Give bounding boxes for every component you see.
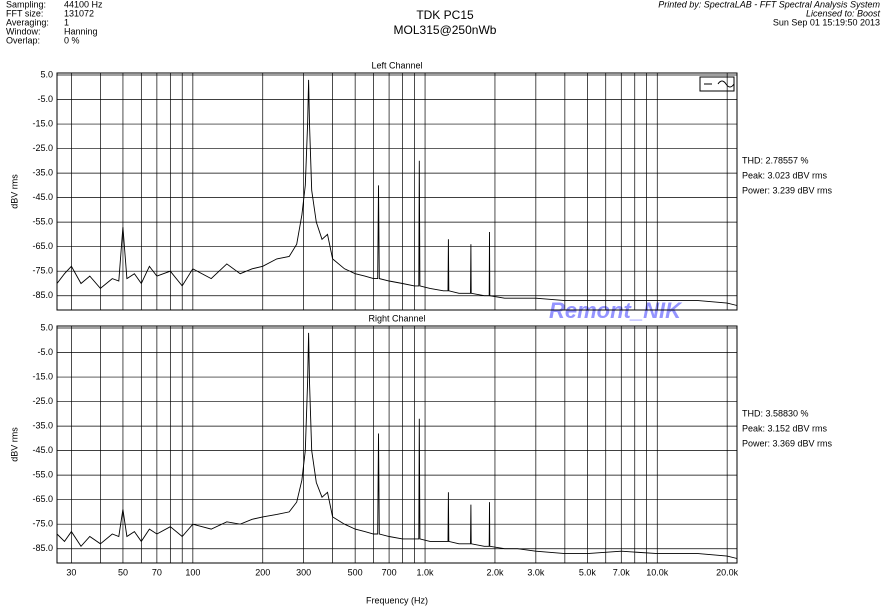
y-tick-label: -65.0 [32, 494, 53, 504]
title: TDK PC15 [416, 8, 474, 22]
x-tick-label: 5.0k [579, 567, 597, 577]
y-axis-label: dBV rms [9, 174, 19, 209]
y-tick-label: -35.0 [32, 167, 53, 177]
y-tick-label: -45.0 [32, 445, 53, 455]
y-tick-label: -75.0 [32, 519, 53, 529]
y-tick-label: -5.0 [37, 94, 53, 104]
setting-value: 1 [64, 17, 69, 27]
y-tick-label: -15.0 [32, 371, 53, 381]
y-axis-label: dBV rms [9, 427, 19, 462]
x-axis-label: Frequency (Hz) [366, 595, 428, 605]
setting-value: 44100 Hz [64, 0, 103, 9]
channel-title: Right Channel [368, 313, 425, 323]
x-tick-label: 20.0k [716, 567, 739, 577]
measurement: Peak: 3.152 dBV rms [742, 423, 828, 433]
x-tick-label: 2.0k [486, 567, 504, 577]
x-tick-label: 500 [348, 567, 363, 577]
x-tick-label: 30 [66, 567, 76, 577]
spectrum-line [56, 332, 738, 559]
x-tick-label: 300 [296, 567, 311, 577]
y-tick-label: -85.0 [32, 290, 53, 300]
x-tick-label: 7.0k [613, 567, 631, 577]
y-tick-label: -55.0 [32, 470, 53, 480]
x-tick-label: 3.0k [527, 567, 545, 577]
measurement: Peak: 3.023 dBV rms [742, 170, 828, 180]
setting-value: 0 % [64, 35, 80, 45]
y-tick-label: -25.0 [32, 143, 53, 153]
plot-frame [56, 72, 738, 311]
y-tick-label: -85.0 [32, 543, 53, 553]
measurement: THD: 2.78557 % [742, 155, 809, 165]
licensed-to: Licensed to: Boost [806, 8, 881, 18]
y-tick-label: -35.0 [32, 420, 53, 430]
y-tick-label: -25.0 [32, 396, 53, 406]
y-tick-label: -45.0 [32, 192, 53, 202]
setting-label: Window: [6, 26, 41, 36]
x-tick-label: 10.0k [646, 567, 669, 577]
measurement: Power: 3.239 dBV rms [742, 185, 833, 195]
setting-label: Overlap: [6, 35, 40, 45]
y-tick-label: -75.0 [32, 266, 53, 276]
x-tick-label: 70 [152, 567, 162, 577]
measurement: THD: 3.58830 % [742, 408, 809, 418]
y-tick-label: 5.0 [40, 322, 53, 332]
subtitle: MOL315@250nWb [394, 23, 497, 37]
date: Sun Sep 01 15:19:50 2013 [773, 17, 880, 27]
plot-icon [699, 76, 735, 92]
setting-label: Sampling: [6, 0, 46, 9]
setting-value: Hanning [64, 26, 98, 36]
setting-label: FFT size: [6, 8, 43, 18]
x-tick-label: 1.0k [417, 567, 435, 577]
x-tick-label: 100 [185, 567, 200, 577]
x-tick-label: 200 [255, 567, 270, 577]
y-tick-label: -15.0 [32, 118, 53, 128]
setting-label: Averaging: [6, 17, 49, 27]
y-tick-label: 5.0 [40, 69, 53, 79]
y-tick-label: -55.0 [32, 217, 53, 227]
setting-value: 131072 [64, 8, 94, 18]
x-tick-label: 700 [382, 567, 397, 577]
channel-title: Left Channel [371, 60, 422, 70]
x-tick-label: 50 [118, 567, 128, 577]
y-tick-label: -5.0 [37, 347, 53, 357]
measurement: Power: 3.369 dBV rms [742, 438, 833, 448]
printed-by: Printed by: SpectraLAB - FFT Spectral An… [658, 0, 880, 9]
plot-frame [56, 325, 738, 564]
spectrum-line [56, 79, 738, 306]
y-tick-label: -65.0 [32, 241, 53, 251]
